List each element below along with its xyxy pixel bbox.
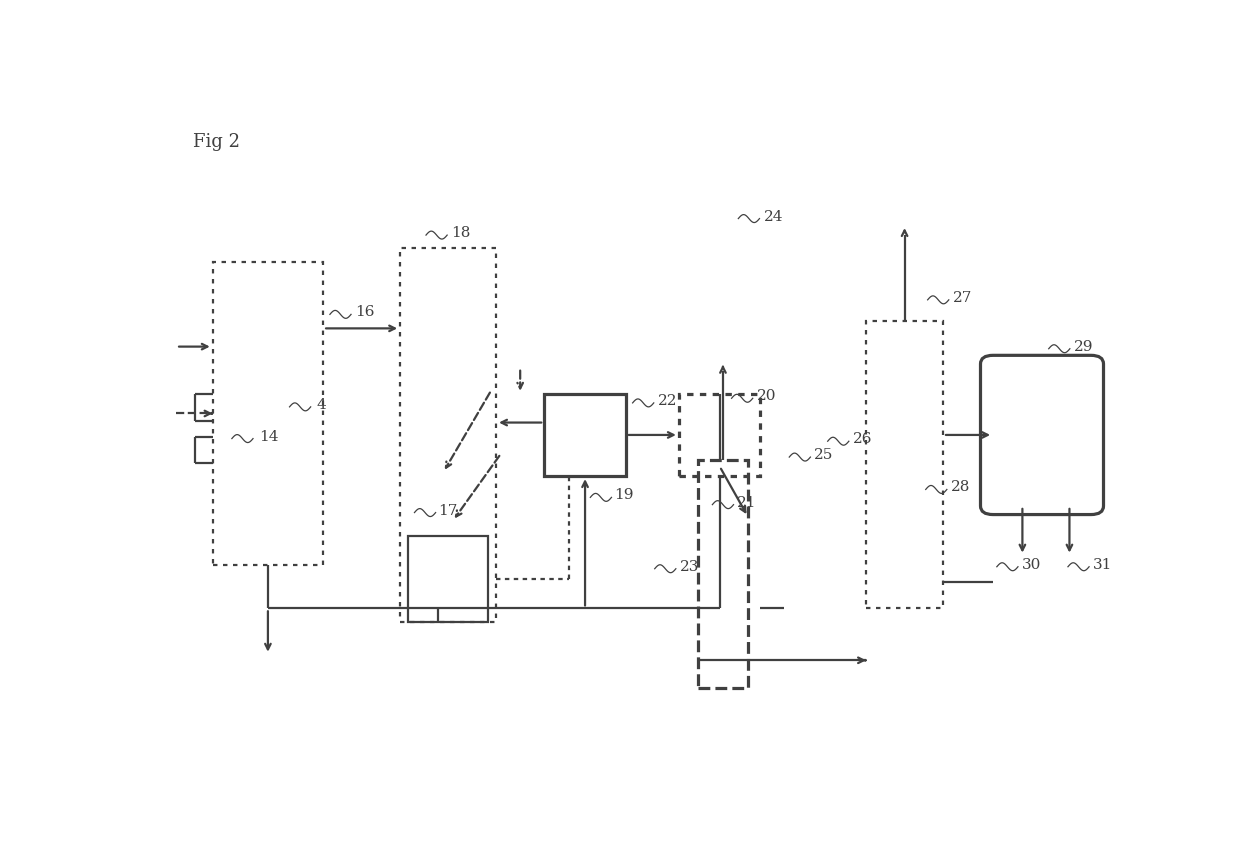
- Text: 27: 27: [952, 291, 972, 305]
- Text: 17: 17: [439, 504, 458, 517]
- Text: 4: 4: [316, 398, 326, 412]
- Text: 30: 30: [1022, 558, 1042, 571]
- Text: 18: 18: [451, 227, 470, 240]
- Bar: [678, 394, 760, 476]
- Text: 26: 26: [853, 432, 872, 446]
- Text: 16: 16: [355, 305, 374, 319]
- Text: 20: 20: [756, 390, 776, 403]
- Text: 25: 25: [815, 448, 833, 462]
- Bar: [408, 535, 489, 621]
- Text: 29: 29: [1074, 340, 1094, 353]
- Text: 22: 22: [657, 394, 677, 408]
- Bar: [866, 321, 942, 608]
- Text: 19: 19: [614, 488, 634, 503]
- Text: 31: 31: [1092, 558, 1112, 571]
- Text: 24: 24: [764, 209, 784, 224]
- Text: 14: 14: [259, 430, 278, 444]
- Text: 21: 21: [738, 496, 756, 510]
- Text: 28: 28: [951, 480, 970, 494]
- Text: 23: 23: [680, 559, 699, 574]
- Bar: [544, 394, 626, 476]
- Text: Fig 2: Fig 2: [193, 133, 241, 151]
- Bar: [213, 262, 324, 565]
- Bar: [698, 460, 748, 687]
- Bar: [401, 248, 496, 621]
